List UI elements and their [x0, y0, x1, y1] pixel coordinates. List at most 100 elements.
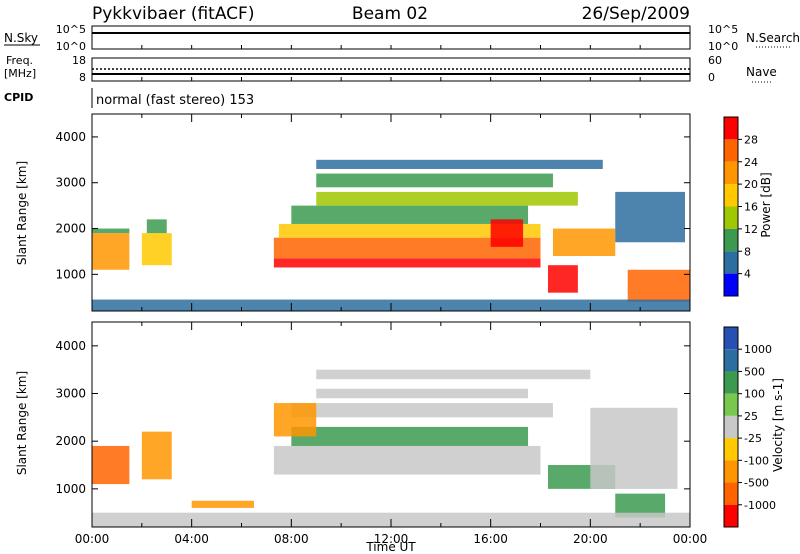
colorbar-tick-label: 16 [744, 201, 758, 214]
echo-region [273, 237, 541, 259]
echo-region [278, 223, 541, 238]
echo-region [627, 269, 690, 302]
echo-region [291, 205, 529, 224]
colorbar-swatch [724, 251, 738, 274]
colorbar-tick-label: -100 [744, 454, 769, 467]
plot-title: Pykkvibaer (fitACF) [92, 4, 254, 24]
x-tick-label: 04:00 [174, 532, 209, 546]
y-tick-label: 2000 [55, 434, 86, 448]
echo-region [92, 228, 130, 234]
power-colorbar-label: Power [dB] [759, 172, 773, 237]
x-tick-label: 00:00 [75, 532, 110, 546]
beam-label: Beam 02 [352, 4, 428, 24]
nsky-tick-top: 10^5 [56, 23, 86, 36]
echo-region [291, 426, 529, 446]
y-tick-label: 1000 [55, 482, 86, 496]
cpid-label: CPID [4, 91, 33, 104]
echo-region [490, 219, 524, 247]
velocity-colorbar: 1000 500 100 25 -25 -100 -500 -1000 [723, 326, 776, 528]
nsearch-tick-bottom: 10^0 [708, 40, 738, 53]
colorbar-swatch [724, 504, 738, 527]
y-tick-label: 3000 [55, 176, 86, 190]
colorbar-swatch [724, 327, 738, 350]
colorbar-tick-label: 500 [744, 365, 765, 378]
echo-region [615, 493, 666, 518]
echo-region [191, 500, 254, 508]
cpid-text: normal (fast stereo) 153 [96, 93, 254, 108]
y-tick-label: 1000 [55, 267, 86, 281]
colorbar-swatch [724, 482, 738, 505]
colorbar-swatch [724, 460, 738, 483]
echo-region [316, 191, 578, 206]
colorbar-swatch [724, 393, 738, 416]
colorbar-tick-label: 8 [744, 245, 751, 258]
x-tick-label: 16:00 [473, 532, 508, 546]
colorbar-swatch [724, 161, 738, 185]
echo-region [316, 159, 603, 169]
velocity-colorbar-label: Velocity [m s-1] [771, 378, 785, 472]
x-axis-label: Time UT [365, 540, 416, 554]
freq-label: Freq. [6, 54, 33, 67]
echo-region [146, 219, 167, 234]
echo-region [590, 407, 678, 489]
echo-region [291, 403, 553, 418]
x-tick-label: 00:00 [673, 532, 708, 546]
y-tick-label: 3000 [55, 387, 86, 401]
colorbar-tick-label: 28 [744, 133, 758, 146]
nave-label: Nave [746, 65, 777, 79]
x-tick-label: 20:00 [573, 532, 608, 546]
echo-region [316, 369, 591, 380]
echo-region [92, 445, 130, 485]
colorbar-tick-label: -500 [744, 477, 769, 490]
colorbar-tick-label: -25 [744, 432, 762, 445]
nave-tick-top: 60 [708, 54, 722, 67]
echo-region [316, 388, 529, 399]
colorbar-swatch [724, 371, 738, 394]
colorbar-swatch [724, 228, 738, 252]
colorbar-tick-label: 100 [744, 388, 765, 401]
colorbar-swatch [724, 415, 738, 439]
echo-region [273, 403, 317, 437]
colorbar-tick-label: 25 [744, 410, 758, 423]
colorbar-frame [723, 326, 739, 528]
colorbar-tick-label: 1000 [744, 343, 772, 356]
echo-region [547, 265, 578, 293]
nsearch-label: N.Search [746, 31, 800, 45]
colorbar-tick-label: -1000 [744, 499, 776, 512]
echo-region [141, 233, 172, 266]
freq-unit: [MHz] [4, 67, 36, 80]
colorbar-swatch [724, 117, 738, 140]
nsky-tick-bottom: 10^0 [56, 40, 86, 53]
x-tick-label: 12:00 [374, 532, 409, 546]
colorbar-tick-label: 12 [744, 223, 758, 236]
y-tick-label: 2000 [55, 222, 86, 236]
nsearch-tick-top: 10^5 [708, 23, 738, 36]
velocity-panel: 1000 2000 3000 4000 00:00 04:00 08:00 12:00 16:0… [55, 321, 708, 546]
nsky-strip: N.Sky 10^5 10^0 10^5 10^0 N.Search [4, 23, 800, 53]
freq-tick-bottom: 8 [79, 71, 86, 84]
echo-region [552, 228, 616, 257]
power-ylabel: Slant Range [km] [15, 161, 29, 265]
power-colorbar: 28 24 20 16 12 8 4 [723, 116, 758, 297]
freq-strip: Freq. [MHz] 18 8 60 0 Nave [4, 54, 777, 84]
date-label: 26/Sep/2009 [582, 4, 690, 24]
colorbar-tick-label: 24 [744, 156, 758, 169]
colorbar-swatch [724, 273, 738, 296]
echo-region [273, 445, 541, 475]
colorbar-tick-label: 20 [744, 178, 758, 191]
nave-tick-bottom: 0 [708, 71, 715, 84]
colorbar-swatch [724, 349, 738, 372]
echo-region [141, 431, 172, 480]
power-panel: 1000 2000 3000 4000 [55, 113, 691, 312]
colorbar-swatch [724, 206, 738, 229]
y-tick-label: 4000 [55, 130, 86, 144]
nsky-label: N.Sky [4, 31, 38, 45]
colorbar-tick-label: 4 [744, 268, 751, 281]
colorbar-swatch [724, 438, 738, 461]
colorbar-swatch [724, 139, 738, 162]
velocity-ylabel: Slant Range [km] [15, 371, 29, 475]
y-tick-label: 4000 [55, 339, 86, 353]
echo-region [316, 173, 553, 188]
x-tick-label: 08:00 [274, 532, 309, 546]
